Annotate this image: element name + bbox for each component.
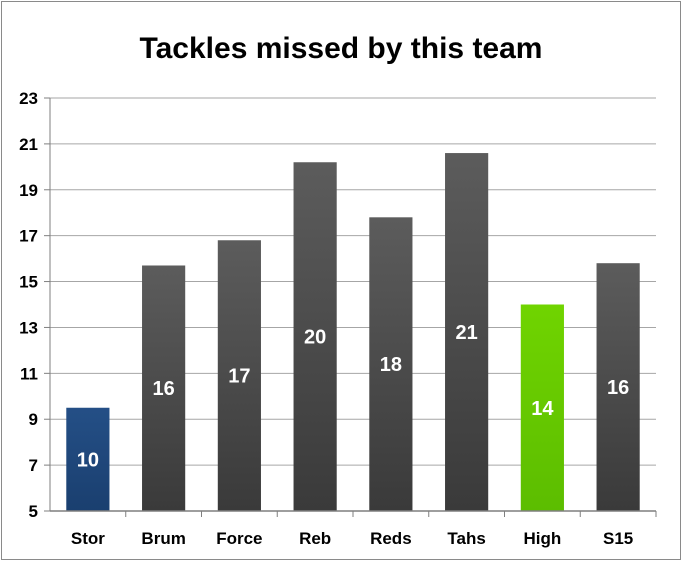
y-tick-label: 11: [20, 364, 38, 383]
data-label: 14: [531, 398, 554, 420]
y-tick-label: 9: [29, 410, 38, 429]
bar-force: [217, 240, 261, 511]
y-axis-ticks: 5 7 9 11 13 15 17 19 21 23: [19, 89, 51, 521]
x-category-label: S15: [603, 529, 633, 548]
x-category-label: Reb: [299, 529, 331, 548]
bars: [66, 153, 640, 512]
x-category-label: Brum: [141, 529, 185, 548]
y-tick-label: 7: [29, 456, 38, 475]
data-label: 20: [304, 327, 326, 349]
y-tick-label: 21: [19, 135, 38, 154]
x-category-label: Tahs: [447, 529, 485, 548]
bar-high: [520, 304, 564, 511]
bar-brum: [142, 265, 186, 511]
y-tick-label: 13: [19, 318, 38, 337]
y-tick-label: 23: [19, 89, 38, 108]
x-category-label: Reds: [370, 529, 412, 548]
data-label: 17: [228, 366, 250, 388]
bar-reds: [369, 217, 413, 512]
chart-title: Tackles missed by this team: [140, 32, 543, 65]
x-category-label: High: [523, 529, 561, 548]
data-label: 21: [456, 322, 478, 344]
gridlines: [50, 97, 656, 466]
bar-reb: [293, 162, 337, 511]
bar-tahs: [445, 153, 489, 512]
data-label: 18: [380, 354, 402, 376]
x-category-label: Stor: [71, 529, 105, 548]
bar-s15: [596, 263, 640, 511]
y-tick-label: 19: [19, 181, 38, 200]
x-axis-categories: Stor Brum Force Reb Reds Tahs High S15: [71, 511, 657, 548]
data-label: 16: [607, 377, 629, 399]
bar-stor: [66, 407, 110, 511]
x-category-label: Force: [216, 529, 262, 548]
y-tick-label: 17: [19, 227, 38, 246]
data-label: 10: [77, 449, 99, 471]
data-labels: 10 16 17 20 18 21 14 16: [77, 322, 630, 471]
data-label: 16: [153, 378, 175, 400]
y-tick-label: 15: [19, 273, 38, 292]
y-tick-label: 5: [29, 502, 38, 521]
